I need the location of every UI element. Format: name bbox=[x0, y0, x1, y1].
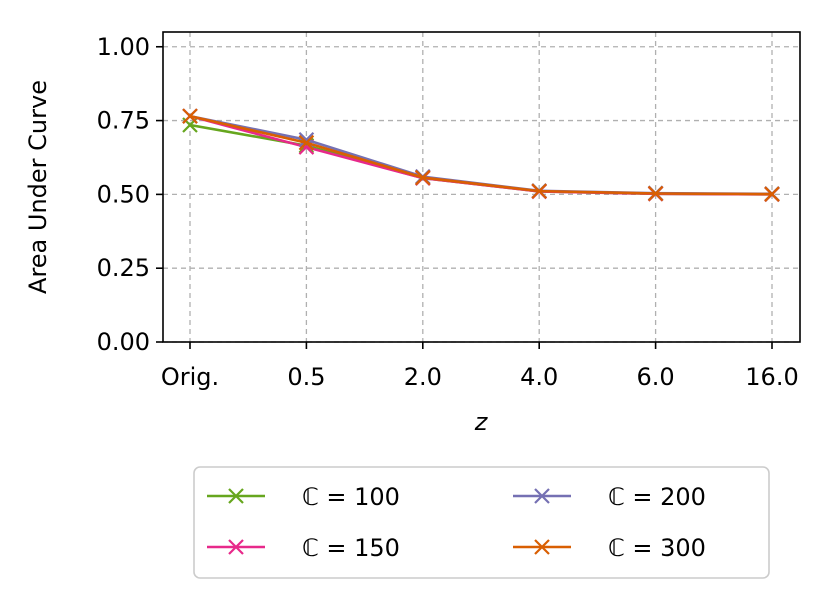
y-tick-label: 0.25 bbox=[97, 254, 150, 282]
legend-marker bbox=[228, 488, 244, 504]
data-point-marker bbox=[182, 108, 198, 124]
series-4 bbox=[182, 108, 780, 202]
x-tick-label: 6.0 bbox=[637, 363, 675, 391]
series-line bbox=[189, 114, 773, 196]
data-point-marker bbox=[298, 134, 315, 151]
y-axis-ticks: 0.00 0.25 0.50 0.75 1.00 bbox=[97, 33, 163, 356]
legend-label: ℂ = 150 bbox=[302, 534, 400, 562]
x-tick-label: 16.0 bbox=[745, 363, 798, 391]
legend-item: ℂ = 200 bbox=[513, 483, 706, 511]
legend-frame bbox=[193, 466, 770, 579]
x-tick-label: Orig. bbox=[161, 363, 219, 391]
grid-lines bbox=[163, 32, 800, 343]
plot-area-frame bbox=[162, 31, 801, 343]
y-tick-label: 0.00 bbox=[97, 328, 150, 356]
x-tick-label: 4.0 bbox=[520, 363, 558, 391]
legend-item: ℂ = 300 bbox=[513, 534, 706, 562]
x-tick-label: 0.5 bbox=[287, 363, 325, 391]
series-line bbox=[189, 114, 773, 196]
data-point-marker bbox=[415, 169, 431, 186]
y-tick-label: 0.75 bbox=[97, 107, 150, 135]
legend-item: ℂ = 100 bbox=[207, 483, 400, 511]
x-tick-label: 2.0 bbox=[404, 363, 442, 391]
legend-item: ℂ = 150 bbox=[207, 534, 400, 562]
data-point-marker bbox=[764, 186, 780, 202]
legend-label: ℂ = 300 bbox=[608, 534, 706, 562]
y-tick-label: 1.00 bbox=[97, 33, 150, 61]
legend-label: ℂ = 100 bbox=[302, 483, 400, 511]
data-point-marker bbox=[647, 185, 664, 202]
y-axis-label: Area Under Curve bbox=[24, 80, 52, 294]
series-2 bbox=[182, 108, 780, 203]
series-3 bbox=[182, 108, 780, 202]
x-axis-label: z bbox=[474, 408, 489, 436]
legend-marker bbox=[534, 539, 550, 555]
y-tick-label: 0.50 bbox=[97, 180, 150, 208]
legend-marker bbox=[228, 539, 244, 555]
data-point-marker bbox=[531, 183, 547, 199]
series-lines bbox=[182, 108, 780, 203]
x-axis-ticks: Orig. 0.5 2.0 4.0 6.0 16.0 bbox=[161, 342, 799, 391]
legend-label: ℂ = 200 bbox=[608, 483, 706, 511]
series-1 bbox=[182, 117, 780, 203]
legend: ℂ = 100 ℂ = 150 ℂ = 200 ℂ = 300 bbox=[193, 466, 770, 579]
legend-marker bbox=[534, 488, 550, 504]
